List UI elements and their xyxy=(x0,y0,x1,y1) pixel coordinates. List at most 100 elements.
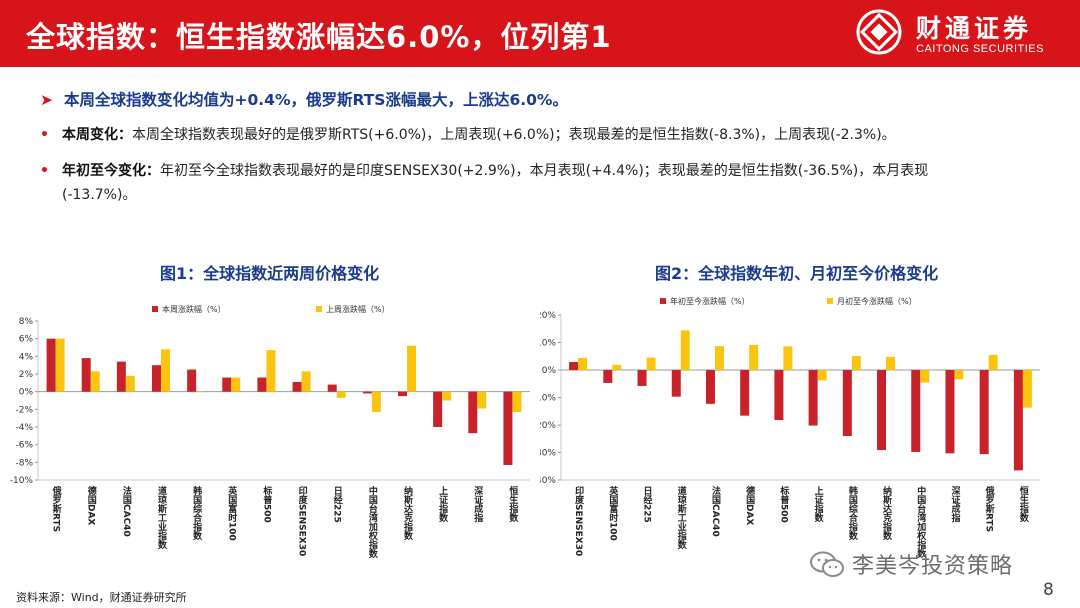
x-category-label: 恒生指数 xyxy=(507,485,518,523)
source-note: 资料来源：Wind，财通证券研究所 xyxy=(16,591,187,604)
y-tick-label: 6% xyxy=(19,335,34,345)
bar-series1 xyxy=(911,370,921,452)
page-number: 8 xyxy=(1043,580,1054,600)
bar-series2 xyxy=(477,391,487,409)
x-category-label: 日经225 xyxy=(642,486,653,523)
bar-series1 xyxy=(116,361,126,392)
bullet-ytd-text: 年初至今变化：年初至今全球指数表现最好的是印度SENSEX30(+2.9%)，本… xyxy=(62,159,962,207)
company-logo: 财通证券 CAITONG SECURITIES xyxy=(856,7,1071,59)
x-category-label: 标普500 xyxy=(778,485,790,523)
x-category-label: 道琼斯工业指数 xyxy=(676,485,687,550)
bullet-weekly-body: 本周全球指数表现最好的是俄罗斯RTS(+6.0%)，上周表现(+6.0%)；表现… xyxy=(132,127,896,143)
bar-series1 xyxy=(979,370,989,455)
x-category-label: 韩国综合指数 xyxy=(191,485,202,541)
legend-label: 上周涨跌幅（%） xyxy=(326,304,390,314)
bar-series1 xyxy=(808,370,818,426)
x-category-label: 上证指数 xyxy=(437,485,448,523)
bar-series1 xyxy=(1013,370,1023,471)
bar-series1 xyxy=(187,369,197,392)
bar-series2 xyxy=(161,349,170,392)
bullet-dot-icon: • xyxy=(40,163,49,179)
legend-swatch xyxy=(827,298,833,304)
bar-series1 xyxy=(468,391,478,434)
bar-series1 xyxy=(774,370,784,421)
chart1-title: 图1：全球指数近两周价格变化 xyxy=(160,264,380,283)
x-category-label: 印度SENSEX30 xyxy=(573,485,584,556)
bar-series2 xyxy=(578,357,588,370)
bar-series1 xyxy=(152,365,161,392)
bar-series1 xyxy=(503,391,513,465)
y-tick-label: -2% xyxy=(15,405,33,415)
summary-text: 本周全球指数变化均值为+0.4%，俄罗斯RTS涨幅最大，上涨达6.0%。 xyxy=(64,91,568,109)
bar-series2 xyxy=(231,377,241,392)
bar-series2 xyxy=(783,346,793,370)
bullet-weekly-label: 本周变化： xyxy=(62,127,132,143)
bar-series2 xyxy=(886,356,896,370)
legend-swatch xyxy=(660,298,666,304)
caitong-emblem-icon xyxy=(856,9,902,55)
bar-series2 xyxy=(90,371,100,392)
chart2-title: 图2：全球指数年初、月初至今价格变化 xyxy=(655,264,939,283)
bar-series1 xyxy=(705,370,715,404)
bar-series2 xyxy=(988,354,998,370)
bullet-ytd-label: 年初至今变化： xyxy=(62,163,160,179)
x-category-label: 英国富时100 xyxy=(607,485,619,541)
x-category-label: 俄罗斯RTS xyxy=(984,485,996,532)
legend-swatch xyxy=(316,306,322,312)
bar-series2 xyxy=(714,346,724,370)
slide-title: 全球指数：恒生指数涨幅达6.0%，位列第1 xyxy=(26,20,612,54)
y-tick-label: -20% xyxy=(540,421,556,431)
y-tick-label: 20% xyxy=(540,311,556,321)
bar-series1 xyxy=(398,391,407,397)
bar-series2 xyxy=(920,370,930,383)
chart2-ytd-change: 20% 10% 0% -10% -20% -30% -40% 印度SENSEX30 英国富时10… xyxy=(540,296,1040,559)
bar-series1 xyxy=(362,391,372,394)
x-category-label: 法国CAC40 xyxy=(121,485,132,537)
bar-series1 xyxy=(637,370,647,386)
header-bar: 全球指数：恒生指数涨幅达6.0%，位列第1 财通证券 CAITONG SECUR… xyxy=(0,0,1080,67)
y-tick-label: 0% xyxy=(19,388,34,398)
bar-series1 xyxy=(603,370,613,383)
x-category-label: 深证成指 xyxy=(472,485,483,523)
bar-series2 xyxy=(125,375,135,392)
x-category-label: 德国DAX xyxy=(86,485,97,526)
bar-series1 xyxy=(222,377,232,392)
x-category-label: 纳斯达克指数 xyxy=(402,485,413,541)
bar-series2 xyxy=(55,338,65,392)
bar-series2 xyxy=(612,364,622,370)
y-tick-label: 4% xyxy=(19,352,34,362)
y-tick-label: 10% xyxy=(540,339,556,349)
x-category-label: 德国DAX xyxy=(744,485,755,526)
y-tick-label: -10% xyxy=(10,476,34,486)
bar-series2 xyxy=(336,391,346,398)
logo-english-name: CAITONG SECURITIES xyxy=(916,43,1044,55)
bar-series1 xyxy=(81,358,91,392)
x-category-label: 英国富时100 xyxy=(226,485,238,541)
x-category-label: 深证成指 xyxy=(949,485,960,523)
bar-series2 xyxy=(817,370,827,381)
y-tick-label: 8% xyxy=(19,317,34,327)
bar-series1 xyxy=(46,338,56,392)
x-category-label: 韩国综合指数 xyxy=(847,485,858,541)
legend-label: 本周涨跌幅（%） xyxy=(162,304,226,314)
x-category-label: 标普500 xyxy=(261,485,273,523)
bar-series1 xyxy=(842,370,852,436)
bullet-dot-icon: • xyxy=(40,127,49,143)
y-tick-label: 0% xyxy=(542,366,557,376)
x-category-label: 中国台湾加权指数 xyxy=(367,485,379,559)
bar-series1 xyxy=(945,370,955,454)
bar-series2 xyxy=(851,355,861,370)
y-tick-label: -30% xyxy=(540,449,556,459)
wechat-icon xyxy=(810,551,844,577)
bar-series1 xyxy=(877,370,887,451)
bar-series2 xyxy=(407,345,416,392)
bar-series1 xyxy=(257,377,267,392)
bar-series1 xyxy=(740,370,750,416)
bar-series2 xyxy=(646,357,656,370)
y-tick-label: 2% xyxy=(19,370,34,380)
x-category-label: 上证指数 xyxy=(813,485,824,523)
bar-series2 xyxy=(266,350,276,392)
bar-series2 xyxy=(371,391,381,412)
x-category-label: 道琼斯工业指数 xyxy=(156,485,167,550)
x-category-label: 纳斯达克指数 xyxy=(881,485,892,541)
